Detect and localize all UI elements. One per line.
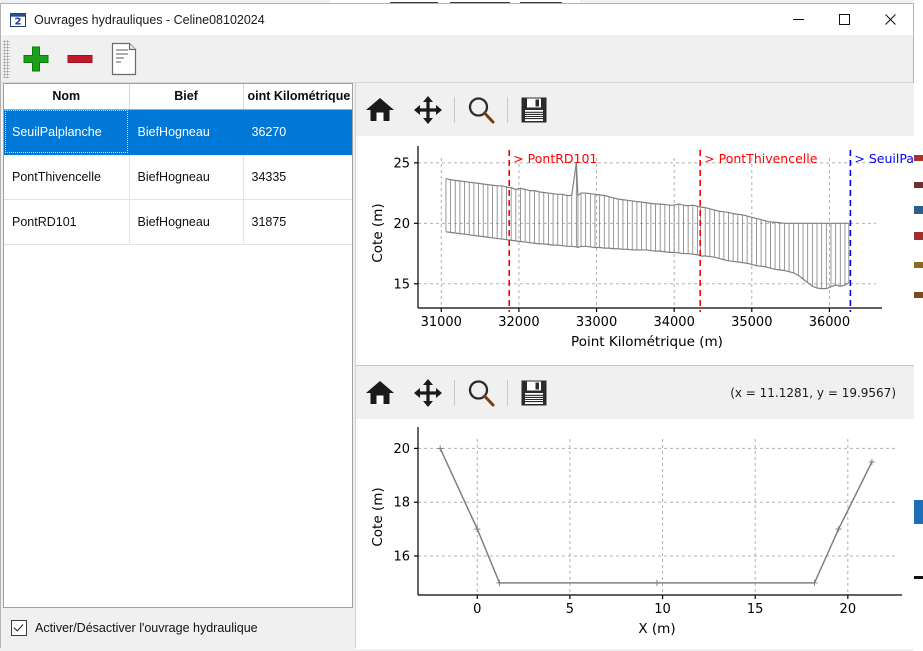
pan-button-top[interactable] xyxy=(404,88,452,132)
zoom-button-bottom[interactable] xyxy=(457,371,505,415)
activate-ouvrage-checkbox[interactable] xyxy=(11,620,27,636)
svg-text:33000: 33000 xyxy=(576,315,617,330)
remove-icon xyxy=(67,54,93,63)
background-window-right-strip xyxy=(914,0,923,651)
cross-section-canvas[interactable]: 0 5 10 15 20 16 18 20 X (m) Cote (m) xyxy=(356,419,914,649)
main-window: 2 Ouvrages hydrauliques - Celine08102024 xyxy=(0,3,914,649)
cell-nom[interactable]: SeuilPalplanche xyxy=(4,109,130,155)
ouvrages-table-container[interactable]: Nom Bief oint Kilométrique (m SeuilPalpl… xyxy=(3,83,353,608)
table-row[interactable]: PontThivencelle BiefHogneau 34335 xyxy=(4,154,352,200)
toolbar-grip[interactable] xyxy=(3,39,10,78)
svg-text:32000: 32000 xyxy=(498,315,539,330)
cross-section-chart: 0 5 10 15 20 16 18 20 X (m) Cote (m) xyxy=(370,427,902,637)
add-ouvrage-button[interactable] xyxy=(14,38,58,80)
cell-pk[interactable]: 34335 xyxy=(243,154,352,200)
table-row[interactable]: PontRD101 BiefHogneau 31875 xyxy=(4,199,352,245)
ouvrages-table: Nom Bief oint Kilométrique (m SeuilPalpl… xyxy=(4,84,352,245)
zoom-icon xyxy=(468,96,495,123)
content-area: Nom Bief oint Kilométrique (m SeuilPalpl… xyxy=(1,83,914,649)
cross-section-panel: (x = 11.1281, y = 19.9567) 0 5 10 15 20 16 18 2… xyxy=(356,365,914,649)
save-icon xyxy=(521,380,547,405)
svg-text:20: 20 xyxy=(393,442,410,457)
column-header-bief[interactable]: Bief xyxy=(129,84,244,110)
svg-text:Point Kilométrique (m): Point Kilométrique (m) xyxy=(571,334,723,350)
svg-text:35000: 35000 xyxy=(731,315,772,330)
toolbar-separator xyxy=(507,379,508,406)
svg-text:34000: 34000 xyxy=(653,315,694,330)
toolbar-separator xyxy=(454,96,455,123)
cell-bief[interactable]: BiefHogneau xyxy=(129,154,244,200)
column-header-nom[interactable]: Nom xyxy=(4,84,130,110)
svg-text:36000: 36000 xyxy=(809,315,850,330)
remove-ouvrage-button[interactable] xyxy=(58,38,102,80)
zoom-icon xyxy=(468,379,495,406)
longitudinal-plot-toolbar xyxy=(356,83,914,136)
svg-text:2: 2 xyxy=(15,16,22,27)
save-button-top[interactable] xyxy=(510,88,558,132)
svg-text:> SeuilPalplanche: > SeuilPalplanche xyxy=(854,151,914,166)
close-button[interactable] xyxy=(867,4,913,35)
add-icon xyxy=(23,46,49,71)
pan-button-bottom[interactable] xyxy=(404,371,452,415)
home-button-bottom[interactable] xyxy=(356,371,404,415)
toolbar-separator xyxy=(454,379,455,406)
activate-ouvrage-label: Activer/Désactiver l'ouvrage hydraulique xyxy=(35,621,258,635)
longitudinal-canvas[interactable]: > PontRD101 > PontThivencelle > SeuilPalpl… xyxy=(356,136,914,365)
svg-text:10: 10 xyxy=(654,602,671,617)
longitudinal-profile-chart: > PontRD101 > PontThivencelle > SeuilPalpl… xyxy=(370,146,914,350)
cell-pk[interactable]: 36270 xyxy=(243,109,352,155)
notes-button[interactable] xyxy=(102,38,146,80)
svg-text:16: 16 xyxy=(393,550,410,565)
table-row[interactable]: SeuilPalplanche BiefHogneau 36270 xyxy=(4,109,352,155)
title-bar: 2 Ouvrages hydrauliques - Celine08102024 xyxy=(1,4,913,35)
save-icon xyxy=(521,97,547,122)
svg-text:15: 15 xyxy=(393,277,410,292)
svg-text:> PontRD101: > PontRD101 xyxy=(513,151,597,166)
ouvrages-table-body: SeuilPalplanche BiefHogneau 36270 PontTh… xyxy=(4,109,352,245)
longitudinal-profile-panel: > PontRD101 > PontThivencelle > SeuilPalpl… xyxy=(356,83,914,365)
table-header-row: Nom Bief oint Kilométrique (m xyxy=(4,84,352,110)
app-toolbar xyxy=(1,35,913,83)
toolbar-separator xyxy=(507,96,508,123)
svg-text:18: 18 xyxy=(393,496,410,511)
zoom-button-top[interactable] xyxy=(457,88,505,132)
cross-section-plot-toolbar: (x = 11.1281, y = 19.9567) xyxy=(356,366,914,419)
app-icon: 2 xyxy=(10,12,26,28)
column-header-pk[interactable]: oint Kilométrique (m xyxy=(243,84,352,110)
maximize-button[interactable] xyxy=(821,4,867,35)
notes-icon xyxy=(111,42,137,75)
svg-text:20: 20 xyxy=(393,217,410,232)
svg-text:20: 20 xyxy=(840,602,857,617)
cell-bief[interactable]: BiefHogneau xyxy=(129,109,244,155)
svg-text:X (m): X (m) xyxy=(638,621,675,637)
svg-text:31000: 31000 xyxy=(421,315,462,330)
pan-icon xyxy=(414,95,442,124)
minimize-button[interactable] xyxy=(775,4,821,35)
cell-nom[interactable]: PontRD101 xyxy=(4,199,130,245)
svg-text:Cote (m): Cote (m) xyxy=(370,203,386,262)
cell-nom[interactable]: PontThivencelle xyxy=(4,154,130,200)
ouvrages-list-pane: Nom Bief oint Kilométrique (m SeuilPalpl… xyxy=(1,83,355,648)
pan-icon xyxy=(414,378,442,407)
cell-pk[interactable]: 31875 xyxy=(243,199,352,245)
svg-text:> PontThivencelle: > PontThivencelle xyxy=(704,151,818,166)
window-controls xyxy=(775,4,913,35)
plots-pane: > PontRD101 > PontThivencelle > SeuilPalpl… xyxy=(355,83,914,649)
activate-ouvrage-row[interactable]: Activer/Désactiver l'ouvrage hydraulique xyxy=(1,608,355,648)
svg-text:5: 5 xyxy=(566,602,574,617)
home-icon xyxy=(366,97,394,121)
cell-bief[interactable]: BiefHogneau xyxy=(129,199,244,245)
home-icon xyxy=(366,380,394,404)
svg-text:0: 0 xyxy=(473,602,481,617)
cursor-coordinates: (x = 11.1281, y = 19.9567) xyxy=(730,385,896,400)
save-button-bottom[interactable] xyxy=(510,371,558,415)
svg-text:Cote (m): Cote (m) xyxy=(370,487,386,546)
home-button-top[interactable] xyxy=(356,88,404,132)
window-title: Ouvrages hydrauliques - Celine08102024 xyxy=(34,12,265,27)
svg-text:15: 15 xyxy=(747,602,764,617)
svg-text:25: 25 xyxy=(393,156,410,171)
